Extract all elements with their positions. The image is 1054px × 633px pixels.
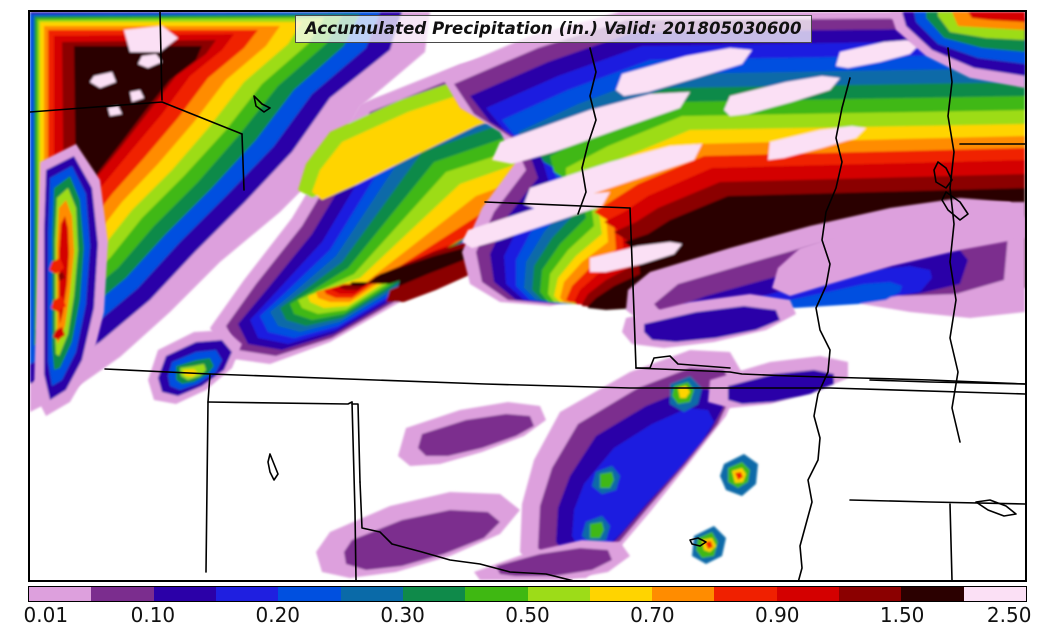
precip-contour-band — [130, 90, 144, 102]
colorbar-segment — [153, 587, 216, 601]
colorbar-segment — [589, 587, 653, 601]
colorbar-tick-label: 0.50 — [505, 603, 550, 627]
precip-contour-band — [53, 327, 65, 340]
precip-contour-band — [678, 386, 690, 398]
colorbar-segment — [278, 587, 341, 601]
precip-contour-band — [524, 144, 702, 210]
precip-contour-band — [138, 54, 162, 68]
precip-contour-band — [572, 408, 714, 550]
precip-contour-band — [735, 472, 743, 480]
colorbar-tick-label: 1.50 — [879, 603, 925, 627]
contour-band-group-ozark-cells — [520, 350, 758, 578]
colorbar-tick-label: 2.50 — [986, 603, 1032, 627]
precip-contour-band — [58, 272, 65, 281]
colorbar-segment — [714, 587, 777, 601]
precip-contour-band — [772, 202, 1025, 296]
colorbar-tick-label: 0.10 — [130, 603, 176, 627]
precip-contour-band — [90, 72, 116, 88]
colorbar — [28, 586, 1027, 602]
precip-contour-band — [51, 296, 66, 312]
colorbar-segment — [652, 587, 715, 601]
precip-contour-band — [344, 510, 500, 570]
colorbar-tick-label: 0.20 — [255, 603, 301, 627]
colorbar-tick-label: 0.90 — [754, 603, 800, 627]
colorbar-tick-labels: 0.01 0.10 0.20 0.30 0.50 0.70 0.90 1.50 2.50 — [0, 603, 1054, 629]
precip-contour-band — [108, 106, 122, 116]
colorbar-segment — [402, 587, 466, 601]
colorbar-segment — [901, 587, 964, 601]
colorbar-segment — [776, 587, 840, 601]
precip-contour-band — [590, 242, 682, 272]
contour-band-group-midwest-band — [440, 12, 1025, 310]
colorbar-segment — [91, 587, 154, 601]
precip-contour-band — [705, 541, 713, 549]
colorbar-segment — [465, 587, 528, 601]
colorbar-segment — [340, 587, 403, 601]
precip-contour-band — [496, 548, 612, 576]
precip-contour-band — [616, 48, 752, 96]
precipitation-field — [30, 12, 1025, 580]
colorbar-segment — [839, 587, 902, 601]
colorbar-segment — [29, 587, 92, 601]
colorbar-tick-label: 0.01 — [23, 603, 69, 627]
precip-contour-band — [49, 258, 64, 274]
precip-contour-band — [968, 12, 1025, 22]
colorbar-segment — [215, 587, 279, 601]
precip-contour-band — [492, 92, 690, 164]
contour-band-group-fringe — [622, 202, 1025, 408]
precip-contour-band — [724, 76, 840, 116]
precip-contour-band — [590, 522, 604, 538]
contour-band-group-w-streak — [34, 144, 108, 416]
contour-band-group-southern-light — [148, 330, 630, 580]
colorbar-tick-label: 0.30 — [380, 603, 425, 627]
map-title: Accumulated Precipitation (in.) Valid: 2… — [295, 15, 812, 43]
precip-contour-band — [418, 414, 534, 456]
colorbar-segment — [963, 587, 1026, 601]
precip-contour-band — [728, 370, 834, 404]
colorbar-segment — [527, 587, 590, 601]
precip-contour-band — [836, 40, 920, 68]
precip-contour-band — [768, 126, 866, 160]
state-boundaries — [30, 12, 1025, 580]
precip-contour-band — [600, 472, 614, 488]
precip-contour-band — [644, 306, 780, 342]
colorbar-tick-label: 0.70 — [630, 603, 675, 627]
precip-contour-band — [124, 26, 178, 52]
map-plot-area: Accumulated Precipitation (in.) Valid: 2… — [28, 10, 1027, 582]
contour-band-group-ne-corner — [890, 12, 1025, 88]
